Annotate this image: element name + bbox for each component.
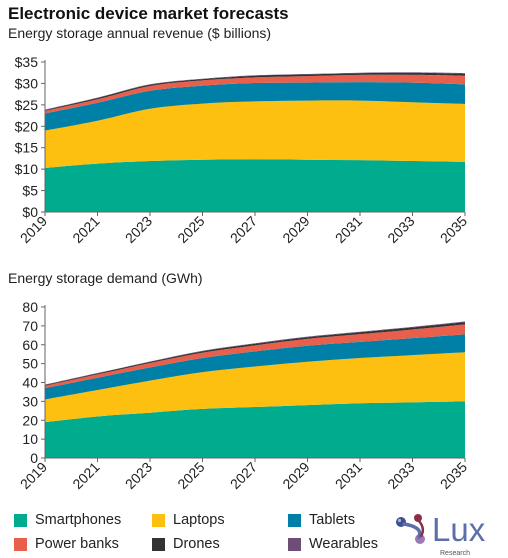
- legend-item-smartphones: Smartphones: [14, 512, 121, 528]
- demand-y-tick-label: 40: [22, 375, 38, 391]
- demand-x-tick-label: 2025: [174, 459, 207, 492]
- revenue-y-tick-label: $20: [15, 118, 39, 134]
- lux-research-logo: Lux Research: [396, 511, 486, 557]
- legend-label-tablets: Tablets: [309, 512, 355, 528]
- legend-label-power-banks: Power banks: [35, 536, 119, 552]
- legend-item-laptops: Laptops: [152, 512, 225, 528]
- demand-y-tick-label: 20: [22, 412, 38, 428]
- demand-x-tick-label: 2033: [384, 459, 417, 492]
- legend-swatch-laptops: [152, 513, 165, 527]
- legend-swatch-wearables: [288, 537, 301, 551]
- revenue-y-tick-label: $10: [15, 161, 39, 177]
- demand-y-tick-label: 30: [22, 393, 38, 409]
- revenue-y-tick-label: $30: [15, 75, 39, 91]
- legend-label-laptops: Laptops: [173, 512, 225, 528]
- demand-series-laptops: [45, 352, 465, 423]
- legend: Smartphones Laptops Tablets Power banks …: [0, 505, 508, 558]
- demand-chart-title: Energy storage demand (GWh): [8, 270, 203, 286]
- legend-label-smartphones: Smartphones: [35, 512, 122, 528]
- demand-x-tick-label: 2019: [17, 459, 50, 492]
- revenue-series-power-banks: [45, 74, 465, 114]
- demand-area-chart: 0 10 20 30 40 50 60 70 80 2019 2021 2023 2025 2027 202…: [17, 299, 470, 492]
- revenue-series-tablets: [45, 82, 465, 131]
- revenue-y-tick-label: $0: [22, 204, 38, 220]
- logo-swoosh: [402, 522, 422, 539]
- demand-y-tick-label: 70: [22, 318, 38, 334]
- demand-y-tick-label: 80: [22, 299, 38, 315]
- logo-subtext: Research: [440, 550, 470, 557]
- logo-dot-maroon: [414, 514, 422, 522]
- demand-x-tick-label: 2029: [279, 459, 312, 492]
- demand-y-tick-label: 10: [22, 431, 38, 447]
- logo-swoosh-2: [416, 518, 425, 538]
- page-title: Electronic device market forecasts: [8, 4, 289, 23]
- revenue-y-tick-label: $5: [22, 183, 38, 199]
- legend-item-power-banks: Power banks: [14, 536, 119, 552]
- legend-swatch-power-banks: [14, 537, 27, 551]
- logo-dot-highlight: [397, 518, 402, 523]
- demand-x-tick-label: 2021: [69, 459, 102, 492]
- legend-item-drones: Drones: [152, 536, 220, 552]
- revenue-y-tick-label: $15: [15, 140, 39, 156]
- demand-y-tick-label: 0: [30, 450, 38, 466]
- demand-y-tick-label: 60: [22, 337, 38, 353]
- legend-swatch-smartphones: [14, 513, 27, 527]
- revenue-series-laptops: [45, 100, 465, 168]
- demand-x-tick-label: 2023: [122, 459, 155, 492]
- demand-series-drones: [45, 322, 465, 386]
- logo-text: Lux: [432, 511, 486, 548]
- demand-series-smartphones: [45, 401, 465, 458]
- legend-label-wearables: Wearables: [309, 536, 379, 552]
- demand-x-tick-label: 2027: [227, 459, 260, 492]
- legend-swatch-drones: [152, 537, 165, 551]
- legend-item-tablets: Tablets: [288, 512, 355, 528]
- demand-x-tick-label: 2031: [332, 459, 365, 492]
- demand-series-power-banks: [45, 324, 465, 389]
- demand-y-tick-label: 50: [22, 356, 38, 372]
- revenue-y-tick-label: $25: [15, 97, 39, 113]
- legend-item-wearables: Wearables: [288, 536, 378, 552]
- legend-label-drones: Drones: [173, 536, 220, 552]
- demand-x-tick-label: 2035: [437, 459, 470, 492]
- demand-series-tablets: [45, 334, 465, 400]
- revenue-chart-title: Energy storage annual revenue ($ billion…: [8, 25, 272, 41]
- legend-swatch-tablets: [288, 513, 301, 527]
- revenue-series-smartphones: [45, 159, 465, 212]
- revenue-y-tick-label: $35: [15, 54, 39, 70]
